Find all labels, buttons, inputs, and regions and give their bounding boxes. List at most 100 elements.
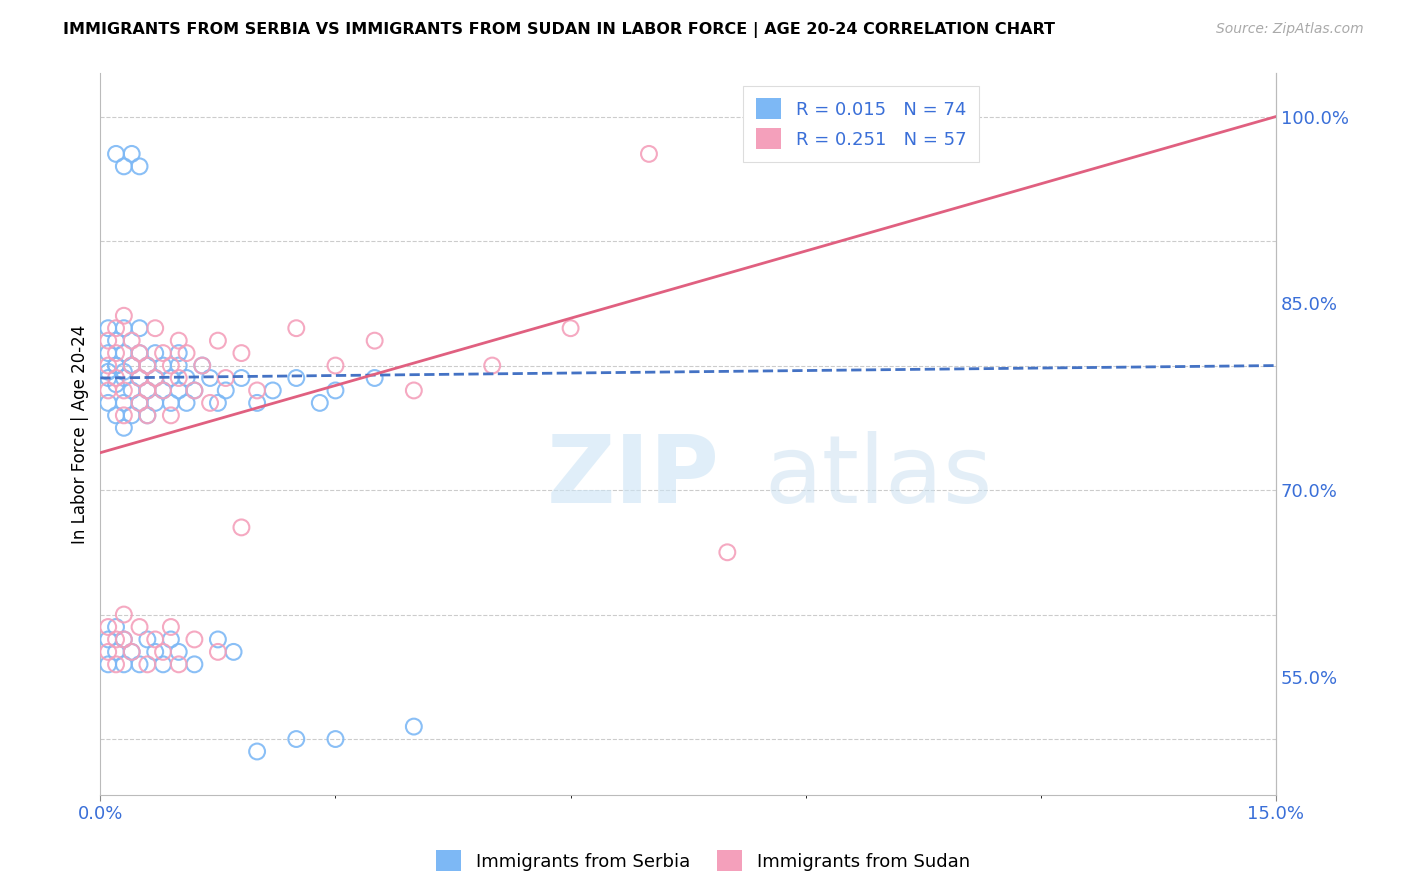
Point — [560, 321, 582, 335]
Text: atlas: atlas — [765, 432, 993, 524]
Point — [176, 346, 198, 360]
Point — [136, 384, 159, 398]
Point — [143, 346, 166, 360]
Point — [97, 334, 120, 348]
Point — [97, 321, 120, 335]
Point — [207, 396, 229, 410]
Point — [112, 607, 135, 622]
Y-axis label: In Labor Force | Age 20-24: In Labor Force | Age 20-24 — [72, 325, 89, 543]
Point — [183, 657, 205, 672]
Point — [246, 744, 269, 758]
Point — [198, 371, 221, 385]
Point — [128, 371, 150, 385]
Point — [152, 645, 174, 659]
Point — [481, 359, 503, 373]
Point — [191, 359, 214, 373]
Point — [105, 377, 128, 392]
Point — [183, 632, 205, 647]
Point — [143, 371, 166, 385]
Point — [97, 365, 120, 379]
Point — [128, 396, 150, 410]
Point — [128, 620, 150, 634]
Point — [191, 359, 214, 373]
Point — [363, 371, 385, 385]
Point — [128, 371, 150, 385]
Point — [246, 384, 269, 398]
Point — [402, 384, 425, 398]
Point — [143, 321, 166, 335]
Point — [105, 657, 128, 672]
Point — [285, 732, 308, 747]
Point — [97, 371, 120, 385]
Point — [105, 147, 128, 161]
Point — [128, 321, 150, 335]
Point — [112, 409, 135, 423]
Point — [105, 409, 128, 423]
Point — [207, 334, 229, 348]
Point — [325, 384, 347, 398]
Point — [152, 384, 174, 398]
Point — [215, 371, 238, 385]
Point — [112, 632, 135, 647]
Point — [121, 409, 143, 423]
Point — [128, 346, 150, 360]
Point — [638, 147, 661, 161]
Point — [716, 545, 738, 559]
Point — [97, 346, 120, 360]
Point — [105, 321, 128, 335]
Point — [176, 371, 198, 385]
Point — [325, 359, 347, 373]
Point — [105, 645, 128, 659]
Point — [112, 371, 135, 385]
Point — [231, 346, 253, 360]
Point — [285, 321, 308, 335]
Point — [112, 396, 135, 410]
Point — [143, 632, 166, 647]
Point — [215, 384, 238, 398]
Point — [143, 645, 166, 659]
Point — [105, 371, 128, 385]
Point — [308, 396, 330, 410]
Point — [112, 309, 135, 323]
Point — [97, 657, 120, 672]
Point — [112, 632, 135, 647]
Point — [136, 384, 159, 398]
Point — [105, 620, 128, 634]
Point — [325, 732, 347, 747]
Point — [112, 384, 135, 398]
Text: IMMIGRANTS FROM SERBIA VS IMMIGRANTS FROM SUDAN IN LABOR FORCE | AGE 20-24 CORRE: IMMIGRANTS FROM SERBIA VS IMMIGRANTS FRO… — [63, 22, 1056, 38]
Point — [105, 359, 128, 373]
Point — [160, 409, 183, 423]
Point — [105, 346, 128, 360]
Point — [160, 359, 183, 373]
Point — [207, 645, 229, 659]
Text: ZIP: ZIP — [547, 432, 720, 524]
Point — [121, 359, 143, 373]
Point — [160, 396, 183, 410]
Text: Source: ZipAtlas.com: Source: ZipAtlas.com — [1216, 22, 1364, 37]
Point — [121, 147, 143, 161]
Point — [262, 384, 284, 398]
Point — [97, 384, 120, 398]
Point — [128, 396, 150, 410]
Point — [231, 371, 253, 385]
Point — [121, 334, 143, 348]
Point — [136, 632, 159, 647]
Point — [402, 720, 425, 734]
Point — [128, 346, 150, 360]
Point — [363, 334, 385, 348]
Point — [167, 359, 190, 373]
Point — [231, 520, 253, 534]
Point — [121, 645, 143, 659]
Point — [167, 371, 190, 385]
Point — [112, 421, 135, 435]
Point — [112, 365, 135, 379]
Point — [143, 371, 166, 385]
Point — [121, 645, 143, 659]
Point — [105, 334, 128, 348]
Point — [152, 346, 174, 360]
Point — [112, 321, 135, 335]
Point — [97, 620, 120, 634]
Point — [167, 384, 190, 398]
Point — [176, 396, 198, 410]
